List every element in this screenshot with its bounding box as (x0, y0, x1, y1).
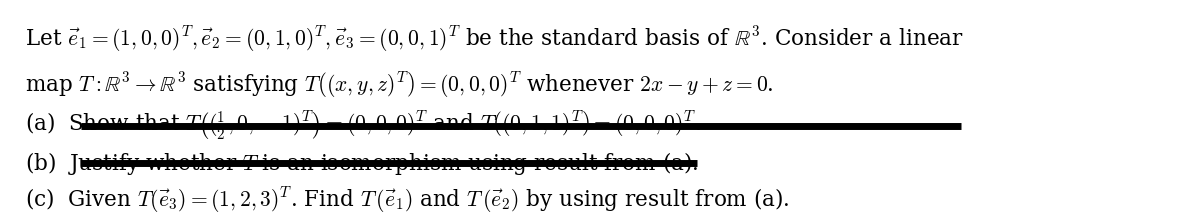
Text: (c)  Given $T(\vec{e}_3) = (1,2,3)^T$. Find $T\,(\vec{e}_1)$ and $T\,(\vec{e}_2): (c) Given $T(\vec{e}_3) = (1,2,3)^T$. Fi… (25, 185, 790, 215)
Text: (b)  Justify whether $T$ is an isomorphism using result from (a).: (b) Justify whether $T$ is an isomorphis… (25, 150, 698, 177)
Text: Let $\vec{e}_1 = (1,0,0)^T, \vec{e}_2 = (0,1,0)^T, \vec{e}_3 = (0,0,1)^T$ be the: Let $\vec{e}_1 = (1,0,0)^T, \vec{e}_2 = … (25, 24, 964, 54)
Text: map $T : \mathbb{R}^3 \to \mathbb{R}^3$ satisfying $T\left((x,y,z)^T\right) = (0: map $T : \mathbb{R}^3 \to \mathbb{R}^3$ … (25, 70, 773, 100)
Text: (a)  Show that $T\left((\frac{1}{2},0,-1)^T\right) = (0,0,0)^T$ and $T\left((0,1: (a) Show that $T\left((\frac{1}{2},0,-1)… (25, 109, 701, 142)
